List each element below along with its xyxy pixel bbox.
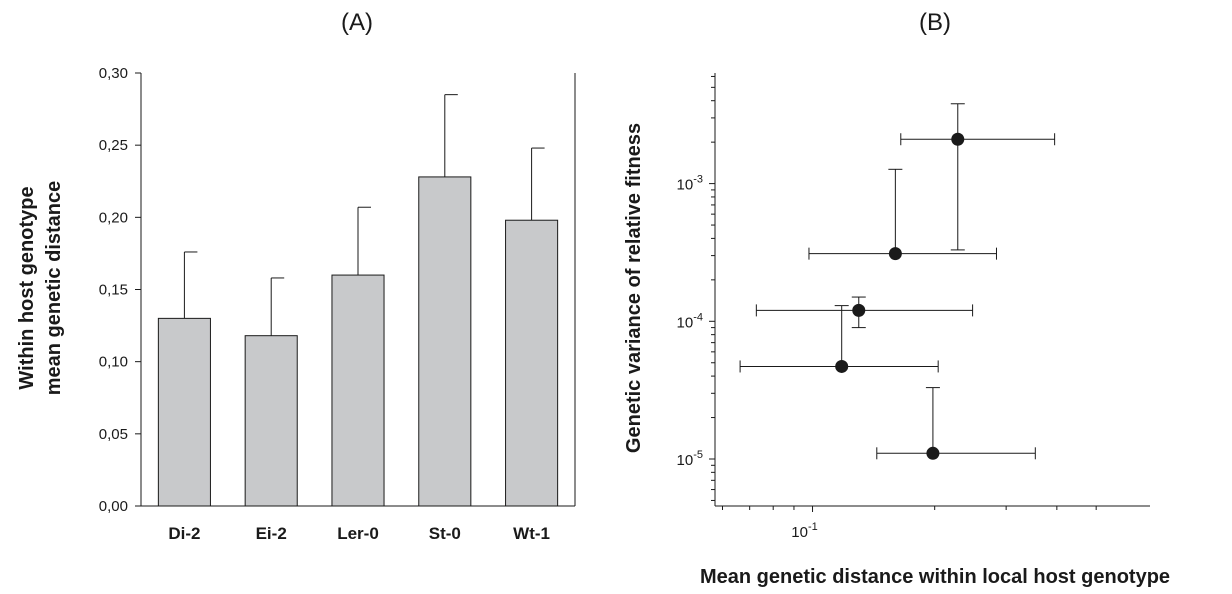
y-tick-label: 0,20 — [99, 209, 128, 226]
panel-b-y-title: Genetic variance of relative fitness — [623, 123, 645, 453]
data-point — [835, 359, 849, 373]
y-tick-label: 10-5 — [677, 449, 703, 469]
y-tick-label: 0,00 — [99, 498, 128, 515]
x-tick-label: 10-1 — [791, 521, 817, 541]
panel-b-points — [739, 103, 1056, 460]
bar — [157, 317, 211, 507]
panel-b-label: (B) — [919, 9, 951, 36]
category-label: St-0 — [429, 524, 461, 543]
data-point — [852, 303, 866, 317]
panel-a: (A) Within host genotype mean genetic di… — [16, 9, 576, 543]
panel-a-y-title-line2: mean genetic distance — [43, 181, 65, 396]
bar — [244, 335, 298, 507]
y-tick-label: 10-4 — [677, 311, 703, 331]
panel-a-bars — [157, 94, 559, 507]
bar — [418, 176, 472, 507]
panel-a-label: (A) — [341, 9, 373, 36]
category-label: Ler-0 — [337, 524, 379, 543]
y-tick-label: 0,15 — [99, 282, 128, 299]
y-tick-label: 0,05 — [99, 426, 128, 443]
bar — [331, 274, 385, 507]
bar — [505, 219, 559, 507]
y-tick-label: 0,10 — [99, 354, 128, 371]
y-tick-label: 10-3 — [677, 174, 703, 194]
data-point — [926, 446, 940, 460]
panel-a-category-labels: Di-2 Ei-2 Ler-0 St-0 Wt-1 — [168, 524, 550, 543]
panel-a-y-title-line1: Within host genotype — [16, 186, 38, 389]
category-label: Di-2 — [168, 524, 200, 543]
category-label: Ei-2 — [256, 524, 287, 543]
panel-b-x-title: Mean genetic distance within local host … — [700, 566, 1170, 588]
y-tick-label: 0,30 — [99, 65, 128, 82]
y-tick-label: 0,25 — [99, 137, 128, 154]
data-point — [888, 247, 902, 261]
panel-b: (B) Mean genetic distance within local h… — [623, 9, 1170, 588]
category-label: Wt-1 — [513, 524, 550, 543]
data-point — [951, 132, 965, 146]
panel-a-y-ticks: 0,00 0,05 0,10 0,15 0,20 0,25 0,30 — [99, 65, 141, 515]
panel-b-ticks: 10-3 10-4 10-5 10-1 — [677, 75, 1097, 541]
